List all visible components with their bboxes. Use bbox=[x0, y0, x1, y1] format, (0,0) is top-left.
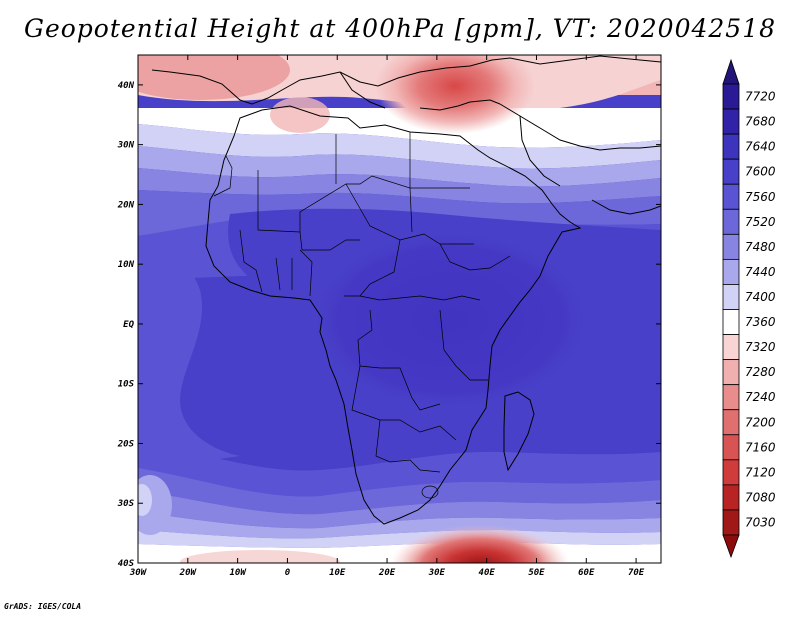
longitude-axis: 30W 20W 10W 0 10E 20E 30E 40E 50E 60E 70E bbox=[129, 55, 645, 578]
colorbar-swatch bbox=[722, 459, 740, 486]
lon-tick-label: 0 bbox=[285, 568, 291, 578]
colorbar-swatch bbox=[722, 334, 740, 361]
colorbar-swatch bbox=[722, 434, 740, 461]
colorbar-swatch bbox=[722, 309, 740, 335]
colorbar-bottom-arrow bbox=[722, 534, 740, 559]
colorbar-swatch bbox=[722, 133, 740, 160]
colorbar-label: 7360 bbox=[745, 315, 776, 329]
lat-tick-label: 40N bbox=[118, 81, 135, 91]
colorbar-swatch bbox=[722, 284, 740, 310]
country-borders bbox=[213, 132, 511, 499]
lon-tick-label: 20W bbox=[179, 568, 198, 578]
colorbar-swatch bbox=[722, 509, 740, 536]
lon-tick-label: 40E bbox=[479, 568, 496, 578]
lat-tick-label: 30N bbox=[117, 141, 135, 151]
colorbar-label: 7030 bbox=[745, 515, 776, 529]
colorbar-swatch bbox=[722, 484, 740, 511]
colorbar-label: 7080 bbox=[745, 490, 776, 504]
lon-tick-label: 10E bbox=[329, 568, 346, 578]
colorbar-label: 7160 bbox=[745, 440, 776, 454]
colorbar-label: 7120 bbox=[745, 465, 776, 479]
lat-tick-label: 20S bbox=[117, 439, 135, 449]
colorbar-swatch bbox=[722, 233, 740, 260]
lat-tick-label: 20N bbox=[117, 200, 135, 210]
lat-tick-label: EQ bbox=[123, 320, 134, 330]
map-frame bbox=[137, 54, 662, 564]
lat-tick-label: 30S bbox=[117, 499, 135, 509]
chart-title: Geopotential Height at 400hPa [gpm], VT:… bbox=[23, 14, 777, 43]
coastlines bbox=[151, 55, 661, 525]
latitude-axis: 40N 30N 20N 10N EQ 10S 20S 30S 40S bbox=[117, 81, 661, 569]
colorbar-swatch bbox=[722, 258, 740, 285]
colorbar-label: 7280 bbox=[745, 365, 776, 379]
lat-tick-label: 40S bbox=[118, 559, 135, 569]
lon-tick-label: 70E bbox=[628, 568, 645, 578]
colorbar-swatch bbox=[722, 108, 740, 135]
colorbar-swatch bbox=[722, 158, 740, 185]
lon-tick-label: 20E bbox=[378, 568, 396, 578]
colorbar-label: 7600 bbox=[745, 165, 776, 179]
colorbar-swatch bbox=[722, 359, 740, 386]
colorbar-label: 7640 bbox=[745, 140, 776, 154]
colorbar-top-arrow bbox=[722, 58, 740, 85]
lat-tick-label: 10N bbox=[118, 260, 135, 270]
lon-tick-label: 30E bbox=[428, 568, 446, 578]
colorbar-label: 7240 bbox=[745, 390, 776, 404]
colorbar-swatch bbox=[722, 183, 740, 210]
colorbar-swatch bbox=[722, 83, 740, 110]
colorbar: 7720 7680 7640 7600 7560 7520 7480 7440 7400 7360… bbox=[722, 58, 776, 559]
colorbar-label: 7480 bbox=[745, 240, 776, 254]
lon-tick-label: 60E bbox=[578, 568, 595, 578]
lon-tick-label: 50E bbox=[528, 568, 545, 578]
colorbar-swatch bbox=[722, 208, 740, 235]
colorbar-label: 7400 bbox=[745, 290, 776, 304]
colorbar-swatch bbox=[722, 384, 740, 411]
lon-tick-label: 30W bbox=[129, 568, 148, 578]
colorbar-label: 7560 bbox=[745, 190, 776, 204]
height-field bbox=[138, 55, 661, 563]
colorbar-label: 7320 bbox=[745, 340, 776, 354]
colorbar-label: 7200 bbox=[745, 415, 776, 429]
lat-tick-label: 10S bbox=[118, 380, 135, 390]
lon-tick-label: 10W bbox=[229, 568, 247, 578]
colorbar-label: 7440 bbox=[745, 265, 776, 279]
colorbar-label: 7680 bbox=[745, 115, 776, 129]
colorbar-swatch bbox=[722, 409, 740, 436]
colorbar-label: 7720 bbox=[745, 90, 776, 104]
credit-label: GrADS: IGES/COLA bbox=[4, 602, 82, 611]
colorbar-label: 7520 bbox=[745, 215, 776, 229]
